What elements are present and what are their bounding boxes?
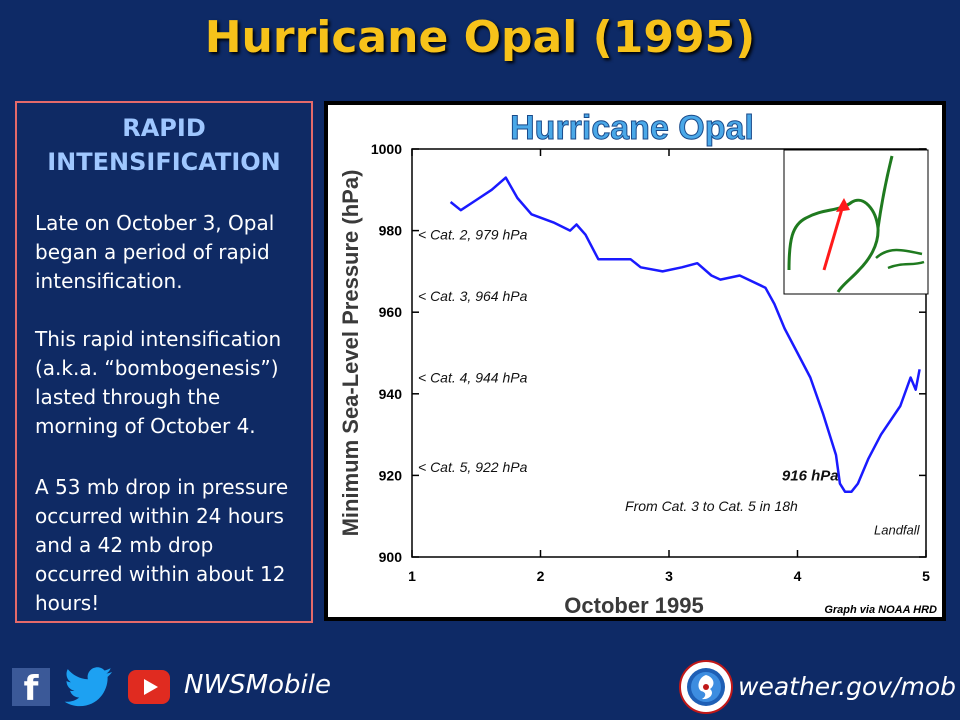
pressure-chart: Hurricane Opal Minimum Sea-Level Pressur… [324,101,946,621]
track-inset-map [783,149,929,295]
credit-text: Graph via NOAA HRD [824,604,937,616]
storm-track-arrow-icon [836,198,850,212]
gulf-coastline [787,198,880,293]
page-title: Hurricane Opal (1995) [204,12,756,63]
x-tick-label: 5 [922,568,930,584]
social-handle[interactable]: NWSMobile [184,670,331,700]
storm-track-line [822,201,846,271]
y-tick-label: 940 [379,386,403,402]
x-axis-label: October 1995 [564,593,703,617]
x-tick-label: 3 [665,568,673,584]
y-tick-label: 960 [379,304,403,320]
minimum-pressure-label: 916 hPa [782,467,839,484]
pressure-chart-svg: Hurricane Opal Minimum Sea-Level Pressur… [338,109,937,618]
panel-paragraph-3: A 53 mb drop in pressure occurred within… [35,475,289,615]
panel-heading-line2: INTENSIFICATION [47,148,281,176]
panel-heading-line1: RAPID [122,114,206,142]
chart-title: Hurricane Opal [510,109,754,147]
rapid-intensification-label: From Cat. 3 to Cat. 5 in 18h [625,498,798,514]
category-label: < Cat. 4, 944 hPa [418,369,528,385]
website-link[interactable]: weather.gov/mob [738,672,957,701]
caribbean-islands [875,248,925,270]
category-label: < Cat. 2, 979 hPa [418,227,528,243]
chart-marks [449,176,921,493]
twitter-icon[interactable] [64,666,114,708]
nws-logo-icon [679,660,733,714]
panel-paragraph-1: Late on October 3, Opal began a period o… [35,211,275,293]
landfall-label: Landfall [874,523,921,538]
category-label: < Cat. 5, 922 hPa [418,459,528,475]
y-tick-label: 920 [379,467,403,483]
y-axis-label: Minimum Sea-Level Pressure (hPa) [338,170,363,537]
x-tick-label: 4 [794,568,802,584]
panel-paragraph-2: This rapid intensification (a.k.a. “bomb… [35,327,282,438]
panel-heading: RAPID INTENSIFICATION [17,111,311,179]
info-panel: RAPID INTENSIFICATION Late on October 3,… [15,101,313,623]
category-label: < Cat. 3, 964 hPa [418,288,528,304]
y-tick-label: 1000 [371,141,402,157]
y-tick-label: 900 [379,549,403,565]
x-tick-label: 1 [408,568,416,584]
chart-annotations: < Cat. 2, 979 hPa < Cat. 3, 964 hPa < Cat.… [418,227,921,538]
y-tick-label: 980 [379,223,403,239]
atlantic-coastline [876,155,894,229]
chart-axes: 900 920 940 960 980 1000 1 2 3 4 5 [371,141,930,584]
youtube-icon[interactable] [128,670,170,704]
facebook-icon[interactable]: f [12,668,50,709]
x-tick-label: 2 [537,568,545,584]
pressure-series-line [449,176,921,493]
inset-frame [783,149,929,295]
